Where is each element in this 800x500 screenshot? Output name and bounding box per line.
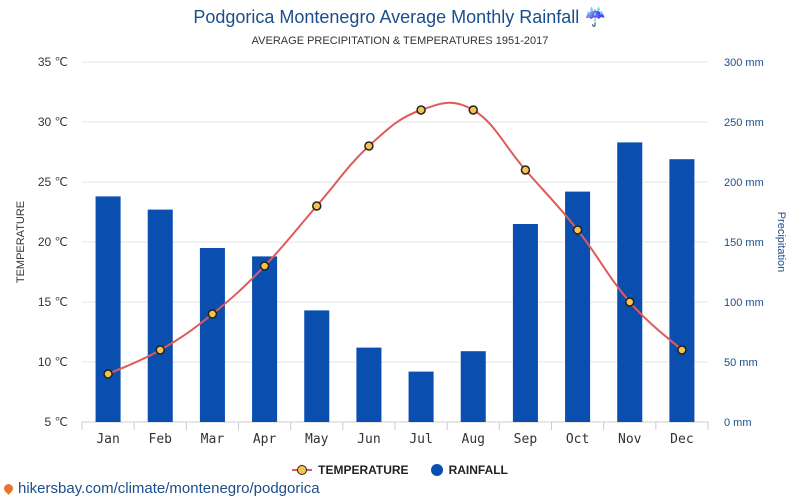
chart-subtitle: AVERAGE PRECIPITATION & TEMPERATURES 195… [251, 35, 549, 47]
rainfall-bar [199, 248, 225, 422]
y-right-tick-label: 300 mm [724, 57, 764, 69]
legend: TEMPERATURE RAINFALL [0, 463, 800, 477]
rainfall-bar [356, 347, 382, 422]
temperature-point [103, 369, 113, 379]
temperature-point [520, 165, 531, 175]
x-tick-label: Oct [566, 432, 589, 447]
x-tick-label: May [305, 432, 329, 447]
temperature-curve [107, 101, 683, 375]
x-tick-label: Jul [409, 432, 432, 447]
y-right-tick-label: 0 mm [724, 417, 752, 429]
y-right-tick-label: 200 mm [724, 177, 764, 189]
temperature-point [468, 105, 478, 115]
temperature-point [625, 297, 635, 307]
y-right-tick-label: 250 mm [724, 117, 764, 129]
temperature-point [364, 141, 374, 151]
rainfall-bar [408, 371, 434, 422]
temperature-point [677, 345, 687, 355]
x-tick-label: Mar [201, 432, 225, 447]
rainfall-bar [304, 310, 330, 422]
y-left-axis-title: TEMPERATURE [15, 201, 27, 283]
gridlines [82, 61, 708, 423]
y-right-tick-label: 150 mm [724, 237, 764, 249]
legend-rainfall-label: RAINFALL [448, 463, 508, 477]
x-tick-label: Sep [514, 432, 538, 447]
temperature-line [103, 101, 687, 379]
x-tick-label: Apr [253, 432, 277, 447]
y-left-tick-label: 20 ℃ [38, 235, 68, 249]
legend-temperature[interactable]: TEMPERATURE [292, 463, 409, 477]
y-right-axis-title: Precipitation [775, 212, 787, 273]
x-tick-label: Dec [670, 432, 693, 447]
y-left-tick-label: 35 ℃ [38, 55, 68, 69]
x-tick-label: Nov [618, 432, 642, 447]
x-tick-label: Feb [149, 432, 173, 447]
y-left-tick-label: 5 ℃ [45, 415, 68, 429]
source-link[interactable]: hikersbay.com/climate/montenegro/podgori… [2, 480, 320, 497]
x-tick-label: Jan [96, 432, 119, 447]
temperature-point [207, 309, 218, 319]
y-right-tick-label: 50 mm [724, 357, 758, 369]
temperature-point [572, 225, 583, 235]
rainfall-bar [460, 351, 486, 422]
source-url: hikersbay.com/climate/montenegro/podgori… [18, 480, 320, 497]
rainfall-bar [617, 142, 643, 422]
legend-rainfall[interactable]: RAINFALL [430, 463, 508, 477]
temperature-marker-icon [292, 464, 313, 476]
chart-title: Podgorica Montenegro Average Monthly Rai… [193, 7, 607, 27]
x-tick-label: Aug [462, 432, 485, 447]
rainfall-bar [512, 224, 538, 422]
x-tick-label: Jun [357, 432, 380, 447]
legend-temperature-label: TEMPERATURE [318, 463, 409, 477]
temperature-point [416, 105, 426, 115]
axes: 35 ℃ 30 ℃ 25 ℃ 20 ℃ 15 ℃ 10 ℃ 5 ℃ 300 mm 250 mm 2… [15, 55, 787, 447]
rainfall-bar [147, 209, 173, 422]
map-pin-icon [2, 482, 15, 495]
rainfall-bar [95, 196, 121, 422]
rainfall-bar [669, 159, 695, 422]
y-left-tick-label: 25 ℃ [38, 175, 68, 189]
rainfall-bar [252, 256, 278, 422]
y-right-tick-label: 100 mm [724, 297, 764, 309]
temperature-point [312, 201, 322, 211]
rainfall-bars [95, 142, 695, 422]
rainfall-swatch-icon [430, 464, 443, 476]
y-left-tick-label: 10 ℃ [38, 355, 68, 369]
temperature-point [259, 261, 270, 271]
y-left-tick-label: 30 ℃ [38, 115, 68, 129]
y-left-tick-label: 15 ℃ [38, 295, 68, 309]
temperature-point [155, 345, 165, 355]
